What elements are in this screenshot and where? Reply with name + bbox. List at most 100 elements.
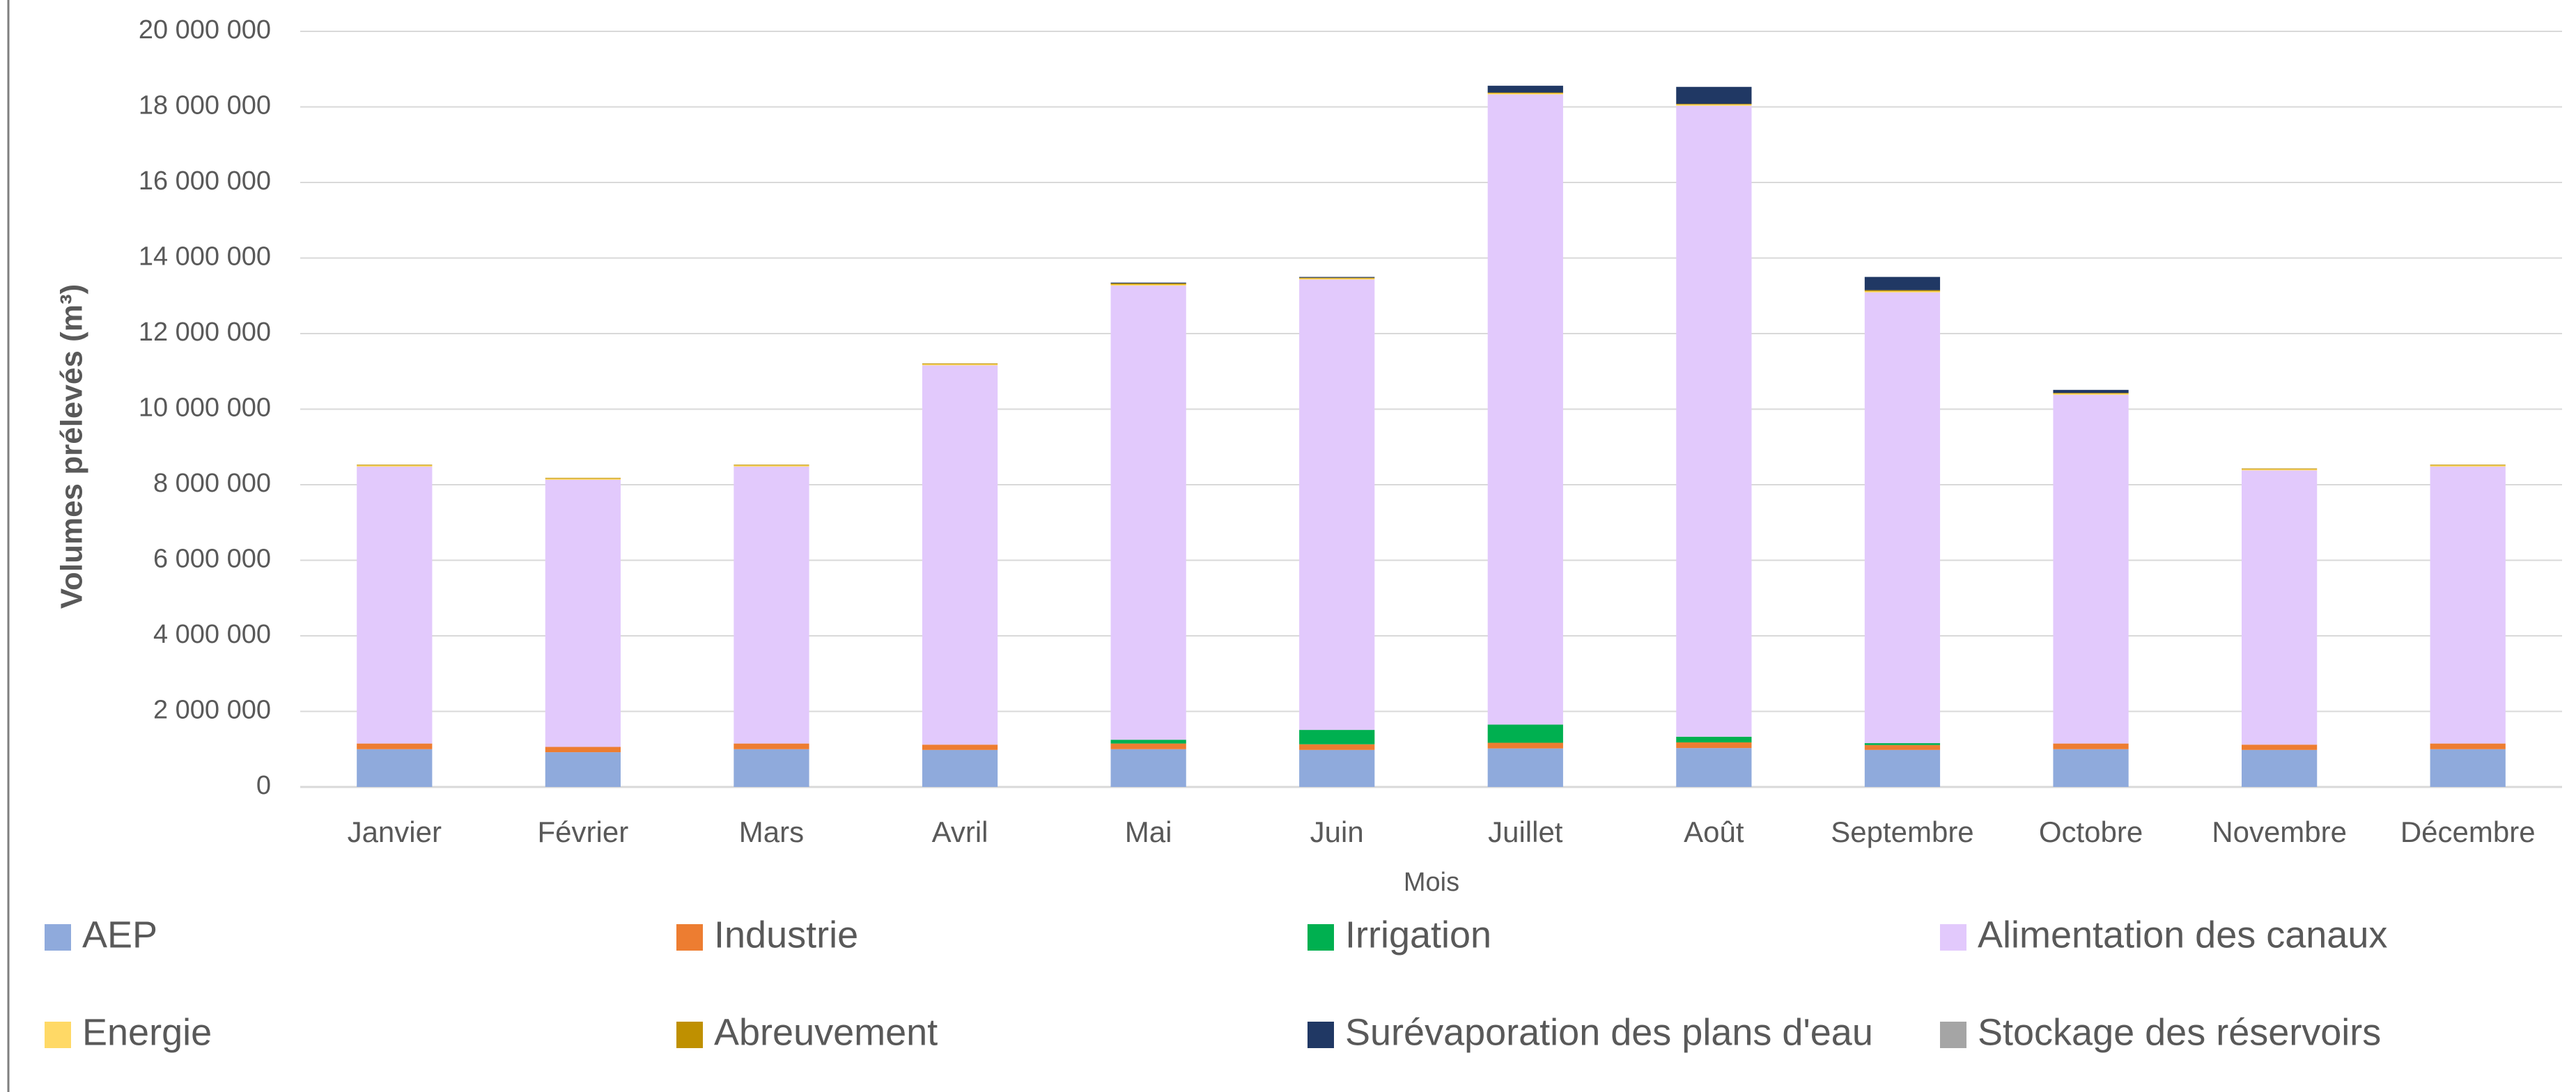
bar-segment bbox=[1299, 278, 1375, 280]
legend-label: Stockage des réservoirs bbox=[1978, 1011, 2381, 1053]
bar-segment bbox=[1299, 744, 1375, 750]
bar-segment bbox=[922, 364, 998, 366]
legend-swatch bbox=[45, 924, 71, 951]
bar-segment bbox=[1676, 105, 1752, 737]
bar-segment bbox=[2430, 749, 2506, 787]
legend-label: Industrie bbox=[714, 914, 858, 956]
bar-segment bbox=[545, 479, 621, 747]
legend-label: Irrigation bbox=[1345, 914, 1491, 956]
bar-segment bbox=[1864, 749, 1941, 787]
legend-swatch bbox=[676, 1022, 703, 1048]
bar-segment bbox=[922, 744, 998, 750]
x-tick-label: Septembre bbox=[1831, 816, 1973, 848]
bar-segment bbox=[922, 749, 998, 787]
bar-segment bbox=[2242, 470, 2318, 745]
y-tick-label: 18 000 000 bbox=[139, 91, 271, 120]
bar-segment bbox=[2242, 744, 2318, 750]
bar-segment bbox=[1110, 283, 1186, 285]
bar-segment bbox=[2430, 466, 2506, 744]
x-tick-label: Août bbox=[1684, 816, 1744, 848]
y-tick-label: 0 bbox=[256, 771, 271, 800]
bar-segment bbox=[357, 465, 433, 467]
bar-segment bbox=[2053, 393, 2129, 395]
bar-segment bbox=[2053, 743, 2129, 749]
bar-segment bbox=[922, 365, 998, 745]
bar-segment bbox=[2053, 389, 2129, 393]
bar-segment bbox=[1676, 748, 1752, 787]
legend-label: Surévaporation des plans d'eau bbox=[1345, 1011, 1873, 1053]
legend-swatch bbox=[45, 1022, 71, 1048]
y-tick-label: 16 000 000 bbox=[139, 166, 271, 196]
bar-segment bbox=[1864, 744, 1941, 750]
y-tick-label: 20 000 000 bbox=[139, 15, 271, 45]
bar-segment bbox=[1487, 93, 1563, 95]
legend-swatch bbox=[1308, 1022, 1334, 1048]
bar-segment bbox=[1487, 86, 1563, 93]
bar-segment bbox=[357, 466, 433, 744]
bar-segment bbox=[1299, 279, 1375, 731]
bar-segment bbox=[2053, 394, 2129, 744]
bar-segment bbox=[545, 747, 621, 753]
bar-segment bbox=[1487, 748, 1563, 787]
bar-segment bbox=[1299, 749, 1375, 787]
bar-segment bbox=[2242, 469, 2318, 471]
legend-label: AEP bbox=[82, 914, 157, 956]
y-tick-label: 6 000 000 bbox=[153, 545, 271, 574]
x-tick-label: Novembre bbox=[2212, 816, 2347, 848]
bar-segment bbox=[1676, 742, 1752, 749]
bar-segment bbox=[1110, 749, 1186, 787]
bar-segment bbox=[2053, 749, 2129, 787]
y-tick-label: 12 000 000 bbox=[139, 318, 271, 347]
bar-segment bbox=[545, 478, 621, 480]
y-axis-title: Volumes prélevés (m³) bbox=[55, 284, 89, 609]
x-tick-label: Décembre bbox=[2400, 816, 2536, 848]
bar-segment bbox=[1864, 743, 1941, 745]
bar-segment bbox=[357, 749, 433, 787]
y-tick-label: 2 000 000 bbox=[153, 696, 271, 725]
y-tick-label: 14 000 000 bbox=[139, 242, 271, 272]
bar-segment bbox=[2430, 465, 2506, 467]
bar-segment bbox=[734, 465, 809, 467]
bar-segment bbox=[1110, 743, 1186, 749]
bar-segment bbox=[734, 749, 809, 787]
bar-segment bbox=[1864, 290, 1941, 292]
bar-segment bbox=[2430, 743, 2506, 749]
x-tick-label: Février bbox=[538, 816, 629, 848]
bar-segment bbox=[1299, 276, 1375, 278]
legend-label: Alimentation des canaux bbox=[1978, 914, 2387, 956]
bar-segment bbox=[545, 752, 621, 787]
bar-segment bbox=[1487, 742, 1563, 749]
x-tick-label: Juin bbox=[1310, 816, 1364, 848]
x-tick-label: Mars bbox=[739, 816, 804, 848]
x-tick-label: Juillet bbox=[1488, 816, 1563, 848]
bar-segment bbox=[2242, 749, 2318, 787]
bar-segment bbox=[1864, 292, 1941, 744]
bar-segment bbox=[734, 466, 809, 744]
bar-segment bbox=[1864, 291, 1941, 292]
legend-swatch bbox=[676, 924, 703, 951]
x-tick-label: Mai bbox=[1125, 816, 1172, 848]
bar-segment bbox=[1299, 277, 1375, 279]
bar-segment bbox=[734, 743, 809, 749]
bar-segment bbox=[1487, 724, 1563, 743]
x-tick-label: Janvier bbox=[348, 816, 442, 848]
bar-segment bbox=[1110, 284, 1186, 286]
x-tick-label: Octobre bbox=[2039, 816, 2143, 848]
bar-segment bbox=[1299, 730, 1375, 744]
legend-label: Abreuvement bbox=[714, 1011, 938, 1053]
legend-swatch bbox=[1308, 924, 1334, 951]
legend-label: Energie bbox=[82, 1011, 212, 1053]
y-tick-label: 10 000 000 bbox=[139, 393, 271, 423]
bar-segment bbox=[1110, 740, 1186, 744]
y-tick-label: 4 000 000 bbox=[153, 620, 271, 649]
bar-segment bbox=[1676, 86, 1752, 104]
x-axis-title: Mois bbox=[1404, 868, 1459, 897]
bar-segment bbox=[1487, 94, 1563, 725]
bar-segment bbox=[1676, 736, 1752, 742]
bar-segment bbox=[357, 743, 433, 749]
y-tick-label: 8 000 000 bbox=[153, 469, 271, 498]
bar-segment bbox=[1864, 276, 1941, 290]
x-tick-label: Avril bbox=[932, 816, 988, 848]
bar-segment bbox=[1110, 286, 1186, 740]
